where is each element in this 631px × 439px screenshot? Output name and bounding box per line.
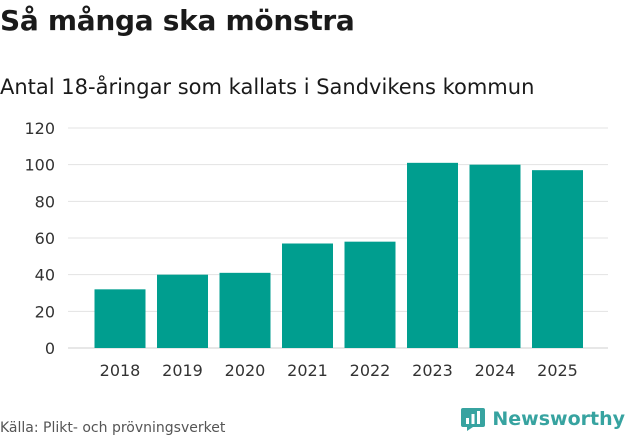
y-tick-label: 60 [35, 229, 55, 248]
y-axis-ticks: 0 20 40 60 80 100 120 [24, 119, 55, 358]
y-tick-label: 100 [24, 156, 55, 175]
y-tick-label: 80 [35, 192, 55, 211]
bar-2023 [407, 162, 458, 348]
x-tick-label: 2018 [100, 361, 141, 380]
x-tick-label: 2020 [225, 361, 266, 380]
x-tick-label: 2021 [287, 361, 328, 380]
brand-logo: Newsworthy [460, 406, 625, 432]
x-tick-label: 2024 [475, 361, 516, 380]
y-tick-label: 20 [35, 302, 55, 321]
y-tick-label: 40 [35, 266, 55, 285]
chart-subtitle: Antal 18-åringar som kallats i Sandviken… [0, 75, 535, 99]
bar-2025 [532, 170, 583, 348]
bar-2020 [219, 272, 271, 348]
x-axis-ticks: 2018 2019 2020 2021 2022 2023 2024 2025 [100, 361, 578, 380]
chat-bubble-chart-icon [461, 408, 486, 431]
x-tick-label: 2022 [350, 361, 391, 380]
bar-2022 [344, 241, 396, 348]
chart-title: Så många ska mönstra [0, 4, 355, 37]
brand-name: Newsworthy [492, 408, 625, 430]
y-tick-label: 120 [24, 119, 55, 138]
x-tick-label: 2023 [412, 361, 453, 380]
x-tick-label: 2025 [537, 361, 578, 380]
x-tick-label: 2019 [162, 361, 203, 380]
bars [94, 162, 583, 348]
gridlines [68, 127, 608, 349]
bar-2024 [469, 164, 521, 348]
bar-chart: 0 20 40 60 80 100 120 2018 2019 2020 2021 2022 2023… [24, 119, 608, 380]
bar-2018 [94, 289, 146, 348]
bar-2021 [282, 243, 333, 348]
bar-2019 [157, 274, 208, 348]
y-tick-label: 0 [45, 339, 55, 358]
source-note: Källa: Plikt- och prövningsverket [0, 420, 226, 436]
